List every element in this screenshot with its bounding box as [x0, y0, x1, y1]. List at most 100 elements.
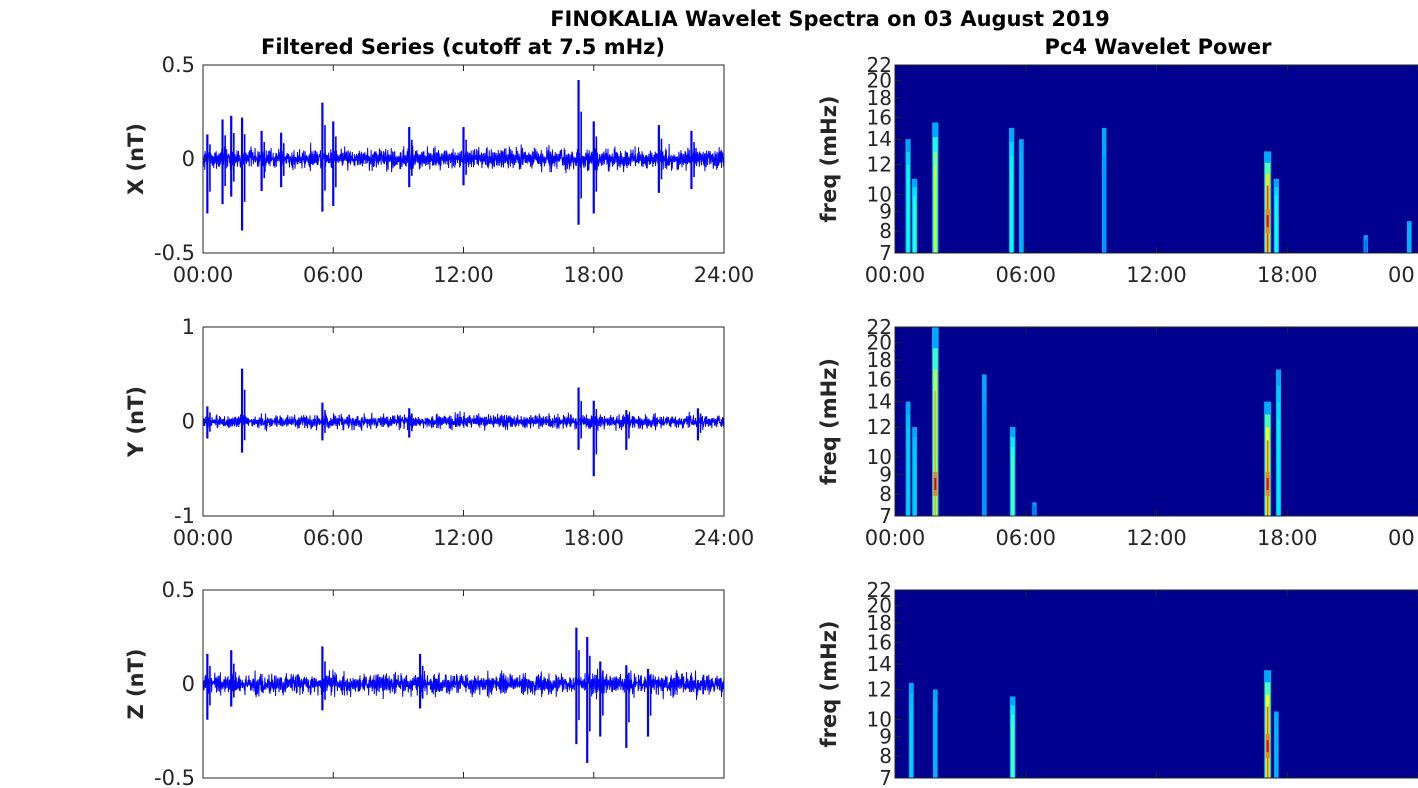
- power-streak-1: [914, 457, 916, 516]
- freq-tick-label: 18: [867, 348, 892, 372]
- y-tick-label: 1: [182, 315, 195, 339]
- x-tick-label: 18:00: [1257, 263, 1318, 287]
- power-streak-7: [1277, 418, 1280, 516]
- power-peak-core-6: [1266, 477, 1269, 490]
- y-tick-label: 0: [182, 147, 195, 171]
- x-tick-label: 00: [1388, 263, 1415, 287]
- x-tick-label: 18:00: [563, 263, 624, 287]
- x-tick-label: 18:00: [1257, 526, 1318, 550]
- axes-frame: [894, 326, 1418, 517]
- freq-tick-label: 9: [879, 463, 892, 487]
- y-tick-label: 0.5: [162, 53, 195, 77]
- x-tick-label: 06:00: [995, 263, 1056, 287]
- y-axis-label: X (nT): [124, 123, 148, 195]
- y-tick-label: 0.5: [162, 578, 195, 602]
- power-streak-4: [1011, 457, 1014, 516]
- y-axis-label: Z (nT): [124, 648, 148, 719]
- y-tick-label: -0.5: [154, 766, 195, 788]
- x-tick-label: 12:00: [1126, 263, 1187, 287]
- x-tick-label: 00:00: [865, 263, 926, 287]
- series-panel-z: 0.5 0 -0.5 Z (nT): [124, 578, 725, 788]
- y-tick-label: 0: [182, 410, 195, 434]
- freq-axis-label: freq (mHz): [817, 358, 841, 485]
- freq-tick-label: 14: [867, 390, 892, 414]
- freq-tick-label: 8: [879, 219, 892, 243]
- panels: 0.50-0.500:00 06:00 12:00 18:00 24:00X (nT)1…: [124, 53, 1418, 788]
- freq-tick-label: 7: [879, 766, 892, 788]
- x-tick-label: 12:00: [433, 263, 494, 287]
- series-panel-x: 0.5 0 -0.500:00 06:00 12:00 18:00 24:00 X (nT): [124, 53, 754, 287]
- x-tick-label: 18:00: [563, 526, 624, 550]
- right-column-title: Pc4 Wavelet Power: [1045, 35, 1273, 59]
- x-tick-label: 06:00: [995, 526, 1056, 550]
- spectrogram-background: [895, 65, 1418, 253]
- power-streak-5: [1103, 170, 1105, 253]
- power-streak-8: [1365, 241, 1367, 253]
- x-tick-label: 24:00: [694, 263, 755, 287]
- power-streak-3: [1010, 170, 1013, 253]
- freq-tick-label: 12: [867, 678, 892, 702]
- spectrogram-background: [895, 590, 1418, 778]
- power-streak-1: [913, 203, 916, 253]
- x-tick-label: 00:00: [173, 263, 234, 287]
- freq-tick-label: 9: [879, 725, 892, 749]
- freq-tick-label: 22: [867, 578, 892, 602]
- spectrogram-background: [895, 327, 1418, 516]
- power-streak-7: [1275, 203, 1278, 253]
- x-tick-label: 00: [1388, 526, 1415, 550]
- series-panel-y: 1 0 -100:00 06:00 12:00 18:00 24:00 Y (nT): [124, 315, 754, 550]
- freq-tick-label: 9: [879, 200, 892, 224]
- x-tick-label: 24:00: [694, 526, 755, 550]
- freq-tick-label: 12: [867, 415, 892, 439]
- freq-tick-label: 14: [867, 127, 892, 151]
- y-tick-label: -1: [174, 504, 195, 528]
- power-streak-4: [1275, 733, 1277, 778]
- series-trace: [202, 668, 725, 700]
- freq-axis-label: freq (mHz): [817, 621, 841, 748]
- freq-tick-label: 22: [867, 315, 892, 339]
- power-streak-2: [934, 390, 937, 516]
- freq-axis-label: freq (mHz): [817, 96, 841, 223]
- x-tick-label: 06:00: [303, 263, 364, 287]
- left-column-title: Filtered Series (cutoff at 7.5 mHz): [261, 35, 665, 59]
- y-tick-label: -0.5: [154, 241, 195, 265]
- series-trace: [202, 410, 725, 432]
- power-peak-core-2: [934, 477, 937, 490]
- x-tick-label: 00:00: [173, 526, 234, 550]
- freq-tick-label: 10: [867, 707, 892, 731]
- freq-tick-label: 20: [867, 594, 892, 618]
- freq-tick-label: 14: [867, 652, 892, 676]
- x-tick-label: 00:00: [865, 526, 926, 550]
- power-streak-4: [1020, 177, 1022, 253]
- freq-tick-label: 18: [867, 611, 892, 635]
- axes-frame: [894, 589, 1418, 779]
- power-streak-9: [1408, 231, 1410, 253]
- freq-tick-label: 7: [879, 241, 892, 265]
- y-axis-label: Y (nT): [124, 386, 148, 458]
- power-streak-0: [910, 714, 912, 778]
- freq-tick-label: 10: [867, 182, 892, 206]
- freq-tick-label: 20: [867, 331, 892, 355]
- axes-frame: [894, 64, 1418, 254]
- power-streak-3: [983, 422, 985, 516]
- power-streak-0: [907, 440, 909, 516]
- power-streak-0: [907, 177, 909, 253]
- freq-tick-label: 10: [867, 445, 892, 469]
- power-streak-2: [934, 166, 937, 253]
- freq-tick-label: 18: [867, 86, 892, 110]
- freq-tick-label: 8: [879, 482, 892, 506]
- y-tick-label: 0: [182, 672, 195, 696]
- x-tick-label: 12:00: [1126, 526, 1187, 550]
- freq-tick-label: 16: [867, 105, 892, 129]
- freq-tick-label: 16: [867, 368, 892, 392]
- freq-tick-label: 8: [879, 744, 892, 768]
- power-peak-core-3: [1266, 740, 1269, 753]
- figure-suptitle: FINOKALIA Wavelet Spectra on 03 August 2…: [550, 7, 1110, 31]
- x-tick-label: 06:00: [303, 526, 364, 550]
- freq-tick-label: 7: [879, 504, 892, 528]
- power-peak-core-6: [1266, 215, 1269, 228]
- power-streak-5: [1033, 507, 1036, 516]
